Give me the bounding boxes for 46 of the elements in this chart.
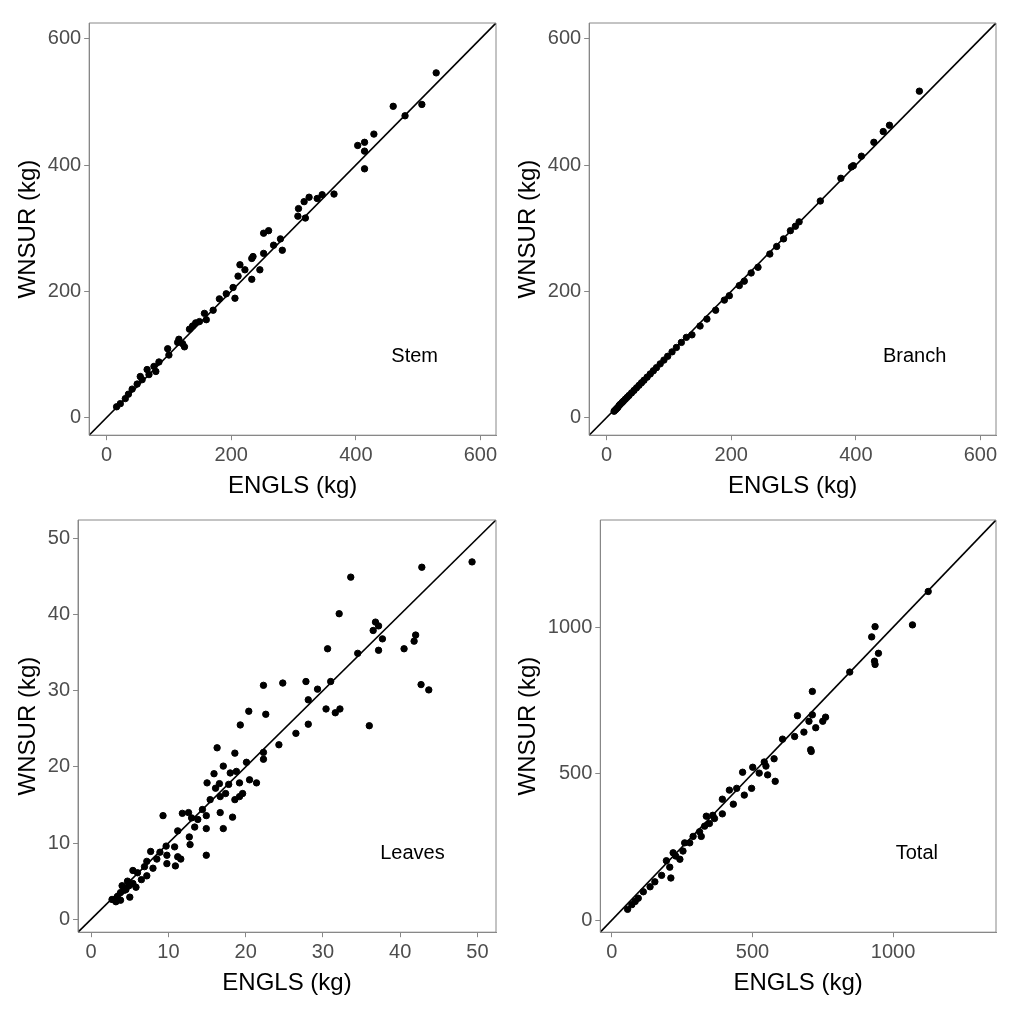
y-tick-label: 200 <box>547 278 582 301</box>
x-tick-label: 400 <box>339 442 373 465</box>
y-tick-label: 600 <box>547 26 582 49</box>
y-tick-label: 400 <box>47 152 82 175</box>
y-tick-label: 0 <box>58 906 71 929</box>
y-tick-label: 500 <box>558 761 593 784</box>
y-tick-label: 600 <box>47 26 82 49</box>
x-tick-label: 30 <box>311 939 335 962</box>
y-tick-label: 200 <box>47 278 82 301</box>
y-tick-label: 1000 <box>547 614 593 637</box>
y-tick-label: 10 <box>47 830 71 853</box>
x-tick-label: 600 <box>463 442 498 465</box>
y-tick-label: 0 <box>570 405 582 428</box>
annotation: Leaves <box>380 841 445 864</box>
x-tick-label: 200 <box>214 442 248 465</box>
y-axis-title: WNSUR (kg) <box>13 159 41 299</box>
x-tick-label: 40 <box>389 939 412 962</box>
x-tick-label: 0 <box>101 442 113 465</box>
x-tick-label: 0 <box>85 939 97 962</box>
x-axis-title: ENGLS (kg) <box>227 471 358 499</box>
y-tick-label: 20 <box>47 754 71 777</box>
x-tick-label: 200 <box>714 442 748 465</box>
y-axis-title: WNSUR (kg) <box>513 656 541 796</box>
y-tick-label: 50 <box>47 525 71 548</box>
y-tick-label: 0 <box>70 405 82 428</box>
x-tick-label: 0 <box>601 442 613 465</box>
x-axis-title: ENGLS (kg) <box>222 968 352 996</box>
annotation: Stem <box>391 344 438 367</box>
x-tick-label: 1000 <box>870 939 916 962</box>
x-tick-label: 600 <box>963 442 998 465</box>
x-tick-label: 20 <box>234 939 257 962</box>
x-tick-label: 50 <box>466 939 489 962</box>
x-tick-label: 0 <box>606 939 618 962</box>
y-axis-title: WNSUR (kg) <box>13 656 41 796</box>
annotation: Branch <box>882 344 947 367</box>
x-tick-label: 10 <box>157 939 180 962</box>
annotation: Total <box>895 841 938 864</box>
y-tick-label: 400 <box>547 152 582 175</box>
y-axis-title: WNSUR (kg) <box>513 159 541 299</box>
x-tick-label: 500 <box>735 939 770 962</box>
y-tick-label: 30 <box>47 678 71 701</box>
x-axis-title: ENGLS (kg) <box>733 968 863 996</box>
y-tick-label: 40 <box>47 601 71 624</box>
y-tick-label: 0 <box>581 907 593 930</box>
x-axis-title: ENGLS (kg) <box>727 471 858 499</box>
x-tick-label: 400 <box>839 442 873 465</box>
